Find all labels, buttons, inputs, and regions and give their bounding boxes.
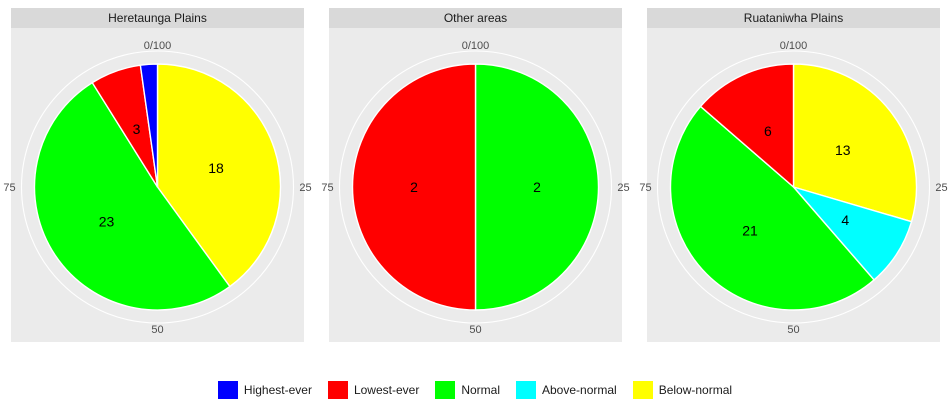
pie-panel: Ruataniwha Plains 13 4 21 6 0/100 25 50 75 bbox=[639, 8, 948, 342]
slice-label: 2 bbox=[410, 179, 418, 195]
legend-item: Above-normal bbox=[516, 381, 617, 399]
legend-label: Highest-ever bbox=[243, 383, 312, 397]
legend-item: Normal bbox=[435, 381, 500, 399]
legend-key-swatch bbox=[327, 381, 348, 399]
legend-label: Lowest-ever bbox=[353, 383, 420, 397]
legend-label: Above-normal bbox=[542, 383, 617, 397]
pie-slice bbox=[669, 105, 876, 311]
pie-slice bbox=[351, 63, 477, 311]
axis-tick-label: 50 bbox=[151, 324, 163, 336]
slice-label: 21 bbox=[742, 222, 758, 238]
axis-tick-label: 25 bbox=[935, 182, 947, 194]
slice-label: 6 bbox=[764, 123, 772, 139]
slice-label: 3 bbox=[133, 121, 141, 137]
pie-slice bbox=[156, 63, 282, 288]
pie-slice bbox=[699, 63, 795, 189]
panel-strip bbox=[647, 8, 940, 28]
panel-title: Other areas bbox=[444, 11, 507, 25]
panel-strip bbox=[11, 8, 304, 28]
legend-item: Highest-ever bbox=[217, 381, 312, 399]
axis-tick-label: 0/100 bbox=[780, 40, 808, 52]
axis-tick-label: 50 bbox=[787, 324, 799, 336]
grid-circle bbox=[656, 50, 931, 324]
pie-slice bbox=[33, 81, 231, 311]
axis-tick-label: 0/100 bbox=[462, 40, 490, 52]
slice-label: 4 bbox=[841, 212, 849, 228]
axis-tick-label: 50 bbox=[469, 324, 481, 336]
axis-tick-label: 75 bbox=[3, 182, 15, 194]
axis-tick-label: 0/100 bbox=[144, 40, 172, 52]
legend-key-swatch bbox=[516, 381, 536, 399]
pie-panel: Heretaunga Plains 18 23 3 0/100 25 50 75 bbox=[3, 8, 312, 342]
axis-tick-label: 75 bbox=[321, 182, 333, 194]
panel-title: Heretaunga Plains bbox=[108, 11, 207, 25]
legend-label: Normal bbox=[461, 383, 500, 397]
legend-label: Below-normal bbox=[658, 383, 733, 397]
legend-item: Lowest-ever bbox=[327, 381, 420, 399]
slice-label: 23 bbox=[99, 213, 115, 229]
pie-slice bbox=[474, 63, 600, 311]
legend-key-swatch bbox=[217, 381, 238, 399]
slice-label: 18 bbox=[208, 160, 224, 176]
pie-slice bbox=[792, 63, 918, 223]
panel-title: Ruataniwha Plains bbox=[744, 11, 843, 25]
axis-tick-label: 25 bbox=[299, 182, 311, 194]
panel-strip bbox=[329, 8, 622, 28]
axis-tick-label: 25 bbox=[617, 182, 629, 194]
legend-key-swatch bbox=[435, 381, 456, 399]
slice-label: 2 bbox=[533, 179, 541, 195]
slice-label: 13 bbox=[835, 142, 851, 158]
legend-item: Below-normal bbox=[632, 381, 733, 399]
grid-circle bbox=[338, 50, 613, 324]
pie-slice bbox=[139, 63, 159, 188]
axis-tick-label: 75 bbox=[639, 182, 651, 194]
pie-panel: Other areas 2 2 0/100 25 50 75 bbox=[321, 8, 630, 342]
legend-key-swatch bbox=[632, 381, 653, 399]
chart-legend: Highest-ever Lowest-ever Normal Above-norma… bbox=[0, 380, 950, 400]
grid-circle bbox=[20, 50, 295, 324]
